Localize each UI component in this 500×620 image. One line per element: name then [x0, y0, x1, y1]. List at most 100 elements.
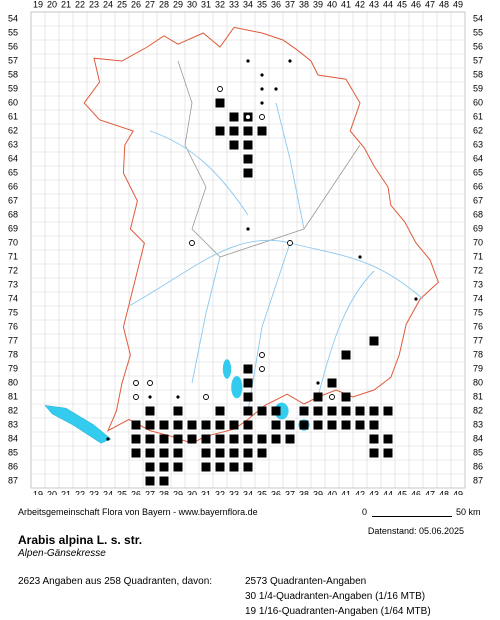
y-label: 77 — [8, 335, 18, 345]
x-label: 33 — [229, 0, 239, 9]
x-label: 38 — [299, 489, 309, 495]
x-label: 22 — [75, 0, 85, 9]
record-square — [131, 448, 141, 458]
x-label: 44 — [383, 489, 393, 495]
y-label: 71 — [8, 251, 18, 261]
record-circle — [147, 380, 153, 386]
record-square — [187, 420, 197, 430]
scale-bar — [372, 516, 452, 517]
x-label: 43 — [369, 489, 379, 495]
record-square — [257, 406, 267, 416]
record-square — [243, 392, 253, 402]
record-square — [173, 434, 183, 444]
y-label: 74 — [473, 293, 483, 303]
record-square — [383, 406, 393, 416]
record-square — [243, 168, 253, 178]
x-label: 46 — [411, 0, 421, 9]
x-label: 36 — [271, 0, 281, 9]
record-square — [215, 448, 225, 458]
y-label: 85 — [473, 447, 483, 457]
record-circle — [203, 394, 209, 400]
record-square — [131, 420, 141, 430]
y-label: 62 — [8, 125, 18, 135]
x-label: 23 — [89, 0, 99, 9]
record-square — [369, 420, 379, 430]
x-label: 45 — [397, 489, 407, 495]
y-label: 66 — [8, 181, 18, 191]
record-square — [369, 448, 379, 458]
y-label: 79 — [473, 363, 483, 373]
y-label: 76 — [473, 321, 483, 331]
y-label: 87 — [473, 475, 483, 485]
record-square — [243, 126, 253, 136]
record-square — [257, 126, 267, 136]
y-label: 63 — [473, 139, 483, 149]
x-label: 35 — [257, 0, 267, 9]
detail: 2573 Quadranten-Angaben — [245, 576, 367, 587]
x-label: 44 — [383, 0, 393, 9]
record-square — [271, 434, 281, 444]
record-square — [313, 406, 323, 416]
date: Datenstand: 05.06.2025 — [367, 526, 464, 536]
y-label: 57 — [8, 55, 18, 65]
record-dot — [148, 395, 152, 399]
record-square — [173, 420, 183, 430]
record-square — [257, 434, 267, 444]
record-square — [215, 434, 225, 444]
y-label: 80 — [473, 377, 483, 387]
record-square — [243, 378, 253, 388]
x-label: 41 — [341, 0, 351, 9]
record-square — [243, 364, 253, 374]
river — [317, 270, 375, 398]
scale-start: 0 — [362, 507, 368, 517]
record-square — [243, 420, 253, 430]
y-label: 75 — [8, 307, 18, 317]
x-label: 24 — [103, 0, 113, 9]
record-square — [187, 434, 197, 444]
y-label: 69 — [8, 223, 18, 233]
x-label: 47 — [425, 489, 435, 495]
common-name: Alpen-Gänsekresse — [18, 548, 106, 559]
record-square — [285, 420, 295, 430]
x-label: 32 — [215, 489, 225, 495]
record-square — [341, 350, 351, 360]
y-label: 67 — [473, 195, 483, 205]
record-square — [243, 140, 253, 150]
y-label: 60 — [473, 97, 483, 107]
y-label: 84 — [8, 433, 18, 443]
y-label: 76 — [8, 321, 18, 331]
record-square — [355, 406, 365, 416]
river — [247, 242, 291, 412]
y-label: 59 — [473, 83, 483, 93]
record-square — [229, 434, 239, 444]
x-label: 31 — [201, 489, 211, 495]
record-circle — [259, 366, 265, 372]
y-label: 61 — [473, 111, 483, 121]
record-circle — [245, 114, 251, 120]
x-label: 29 — [173, 0, 183, 9]
record-square — [173, 462, 183, 472]
y-label: 67 — [8, 195, 18, 205]
record-square — [145, 406, 155, 416]
river — [191, 256, 221, 384]
record-square — [355, 420, 365, 430]
record-square — [201, 462, 211, 472]
record-square — [159, 462, 169, 472]
scale-end: 50 km — [456, 507, 481, 517]
record-square — [383, 434, 393, 444]
x-label: 28 — [159, 0, 169, 9]
y-label: 57 — [473, 55, 483, 65]
record-dot — [274, 87, 278, 91]
record-circle — [259, 114, 265, 120]
x-label: 49 — [453, 489, 463, 495]
record-square — [145, 462, 155, 472]
y-label: 66 — [473, 181, 483, 191]
x-label: 22 — [75, 489, 85, 495]
y-label: 65 — [8, 167, 18, 177]
record-square — [369, 434, 379, 444]
y-label: 87 — [8, 475, 18, 485]
x-label: 36 — [271, 489, 281, 495]
record-square — [243, 434, 253, 444]
x-label: 49 — [453, 0, 463, 9]
